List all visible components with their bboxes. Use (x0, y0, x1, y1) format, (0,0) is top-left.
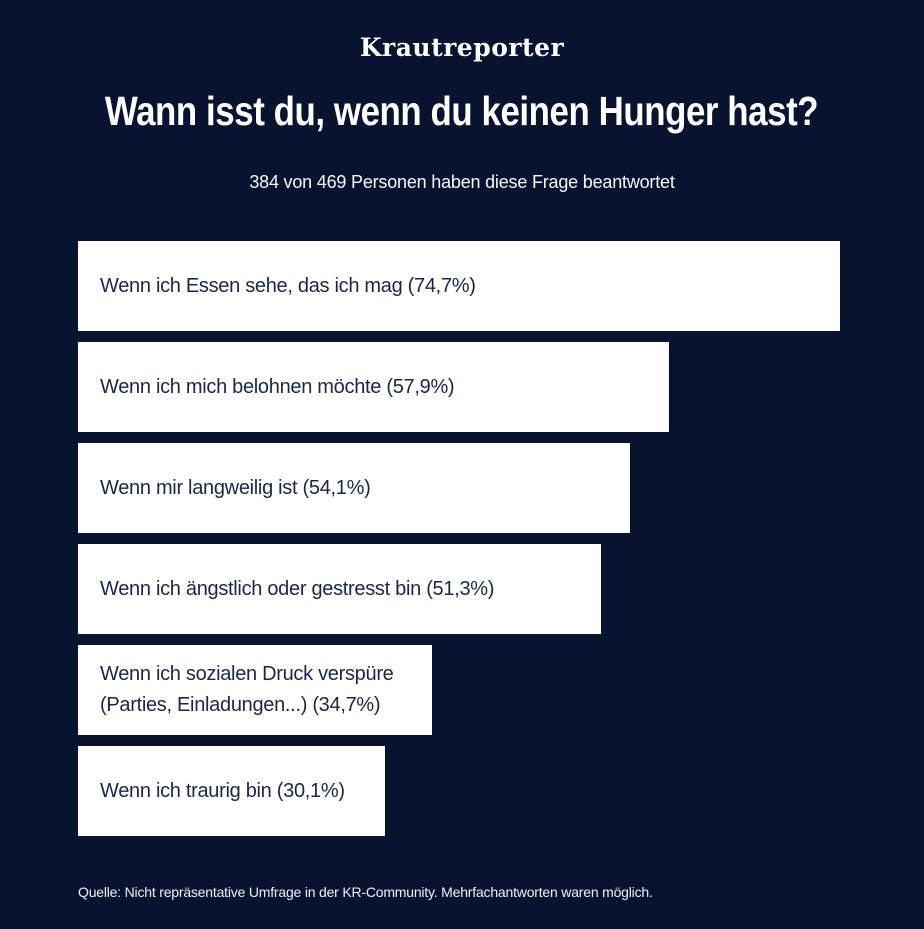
bar-4: Wenn ich ängstlich oder gestresst bin (5… (78, 544, 602, 634)
bar-2: Wenn ich mich belohnen möchte (57,9%) (78, 342, 669, 432)
bar-label-5: Wenn ich sozialen Druck verspüre (Partie… (100, 663, 394, 716)
bar-label-2: Wenn ich mich belohnen möchte (57,9%) (100, 375, 455, 398)
bar-3: Wenn mir langweilig ist (54,1%) (78, 443, 630, 533)
bar-6: Wenn ich traurig bin (30,1%) (78, 746, 386, 836)
bar-label-4: Wenn ich ängstlich oder gestresst bin (5… (100, 577, 495, 600)
source-note: Quelle: Nicht repräsentative Umfrage in … (78, 884, 653, 900)
krautreporter-logo: Krautreporter (359, 33, 565, 62)
bar-label-3: Wenn mir langweilig ist (54,1%) (100, 476, 371, 499)
page-title: Wann isst du, wenn du keinen Hunger hast… (105, 88, 819, 134)
bar-label-6: Wenn ich traurig bin (30,1%) (100, 779, 345, 802)
bar-5: Wenn ich sozialen Druck verspüre (Partie… (78, 645, 432, 735)
chart-subtitle: 384 von 469 Personen haben diese Frage b… (249, 172, 675, 192)
header: Krautreporter Wann isst du, wenn du kein… (0, 0, 924, 193)
title-row: Wann isst du, wenn du keinen Hunger hast… (0, 88, 924, 144)
bar-label-1: Wenn ich Essen sehe, das ich mag (74,7%) (100, 274, 476, 297)
bar-1: Wenn ich Essen sehe, das ich mag (74,7%) (78, 241, 840, 331)
bar-chart: Wenn ich Essen sehe, das ich mag (74,7%)… (78, 241, 924, 847)
